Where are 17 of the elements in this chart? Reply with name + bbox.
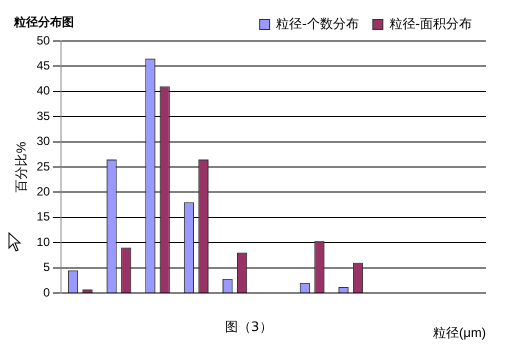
y-tick-label: 35 <box>36 108 50 123</box>
chart-title: 粒径分布图 <box>14 14 74 31</box>
y-tick-label: 30 <box>36 134 50 148</box>
x-axis-title: 粒径(μm) <box>433 324 486 340</box>
legend-label: 粒径-面积分布 <box>389 16 472 32</box>
y-tick-label: 10 <box>36 234 50 249</box>
y-tick-label: 40 <box>36 84 50 98</box>
y-tick-label: 5 <box>43 260 50 274</box>
y-tick-label: 20 <box>36 184 50 199</box>
legend-label: 粒径-个数分布 <box>276 16 359 32</box>
y-tick-label: 0 <box>43 285 50 300</box>
y-tick-label: 45 <box>36 58 50 73</box>
y-tick-label: 50 <box>36 33 50 48</box>
y-tick-label: 15 <box>36 210 50 224</box>
text: 图（3） <box>225 319 272 336</box>
y-tick-label: 25 <box>36 159 50 174</box>
y-axis-title: 百分比% <box>13 141 28 192</box>
